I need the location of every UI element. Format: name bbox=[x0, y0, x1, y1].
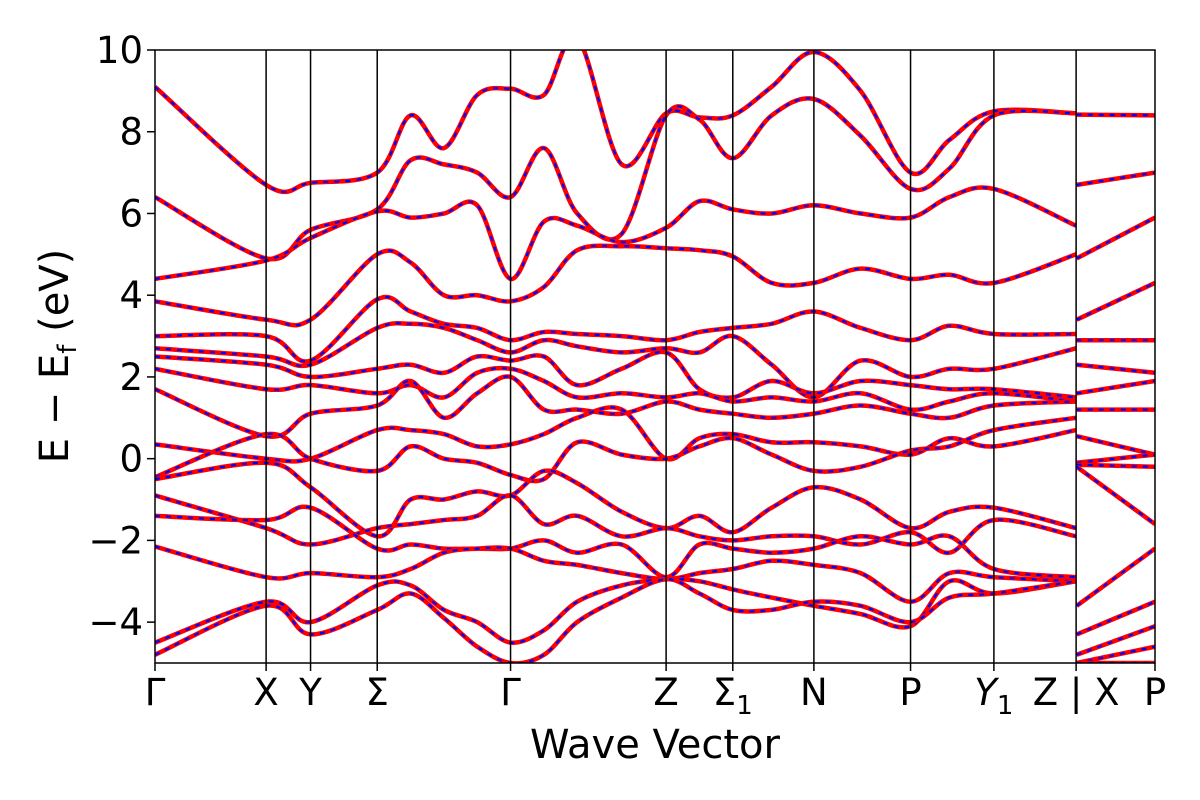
band-line-blue-dashed bbox=[1076, 379, 1155, 395]
band-line-blue-dashed bbox=[1076, 465, 1155, 525]
y-tick-label: 8 bbox=[119, 111, 143, 154]
plot-frame bbox=[154, 49, 1156, 664]
band-line-blue-dashed bbox=[1076, 625, 1155, 656]
y-tick-label: 6 bbox=[119, 192, 143, 235]
x-tick-label: P bbox=[899, 671, 921, 714]
x-tick-label: Z | X bbox=[1033, 671, 1120, 714]
band-line-blue-dashed bbox=[1076, 435, 1155, 456]
band-line-blue-dashed bbox=[1076, 171, 1155, 186]
y-axis-title: E − Ef (eV) bbox=[32, 249, 83, 464]
x-tick-label: Σ bbox=[366, 671, 389, 714]
band-line-blue-dashed bbox=[1076, 363, 1155, 374]
band-line-blue-dashed bbox=[1076, 547, 1155, 607]
y-axis-title-unit: (eV) bbox=[32, 249, 78, 345]
high-symmetry-lines bbox=[265, 50, 1077, 663]
y-tick-label: 10 bbox=[96, 29, 143, 72]
band-line-blue-dashed bbox=[155, 505, 1077, 579]
y-tick-label: 0 bbox=[119, 438, 143, 481]
band-line-blue-dashed bbox=[1076, 281, 1155, 321]
y-axis-title-subscript: f bbox=[53, 344, 83, 354]
band-line-blue-dashed bbox=[155, 296, 1077, 363]
band-line-blue-dashed bbox=[1076, 463, 1155, 468]
x-tick-label: P bbox=[1144, 671, 1166, 714]
x-tick-label: Y1 bbox=[974, 671, 1013, 721]
x-tick-label: X bbox=[253, 671, 278, 714]
x-tick-label: Γ bbox=[500, 671, 521, 714]
band-line-blue-dashed bbox=[1076, 216, 1155, 260]
y-axis-title-main: E − E bbox=[32, 354, 78, 464]
x-tick-label: Γ bbox=[145, 671, 166, 714]
y-tick-label: 2 bbox=[119, 356, 143, 399]
x-tick-label: Z bbox=[653, 671, 678, 714]
band-line-blue-dashed bbox=[1076, 453, 1155, 464]
band-line-blue-dashed bbox=[155, 545, 1077, 603]
y-tick-label: −2 bbox=[88, 519, 143, 562]
band-line-blue-dashed bbox=[155, 578, 1077, 663]
x-tick-label: Y bbox=[298, 671, 322, 714]
band-line-blue-dashed bbox=[155, 461, 1077, 538]
x-axis-title: Wave Vector bbox=[530, 722, 781, 768]
band-line-red bbox=[155, 374, 1077, 439]
x-axis: Γ X Y Σ Γ Z Σ1 N P Y1 Z | X P bbox=[145, 663, 1166, 721]
y-tick-label: −4 bbox=[88, 601, 143, 644]
band-line-blue-dashed bbox=[155, 244, 1077, 327]
plot-area bbox=[154, 49, 1156, 664]
band-line-blue-dashed bbox=[1076, 113, 1155, 117]
y-tick-label: 4 bbox=[119, 274, 143, 317]
x-tick-label: N bbox=[800, 671, 828, 714]
y-axis: −4 −2 0 2 4 6 8 10 bbox=[88, 29, 155, 644]
band-line-blue-dashed bbox=[1076, 600, 1155, 636]
x-tick-label: Σ1 bbox=[713, 671, 753, 721]
